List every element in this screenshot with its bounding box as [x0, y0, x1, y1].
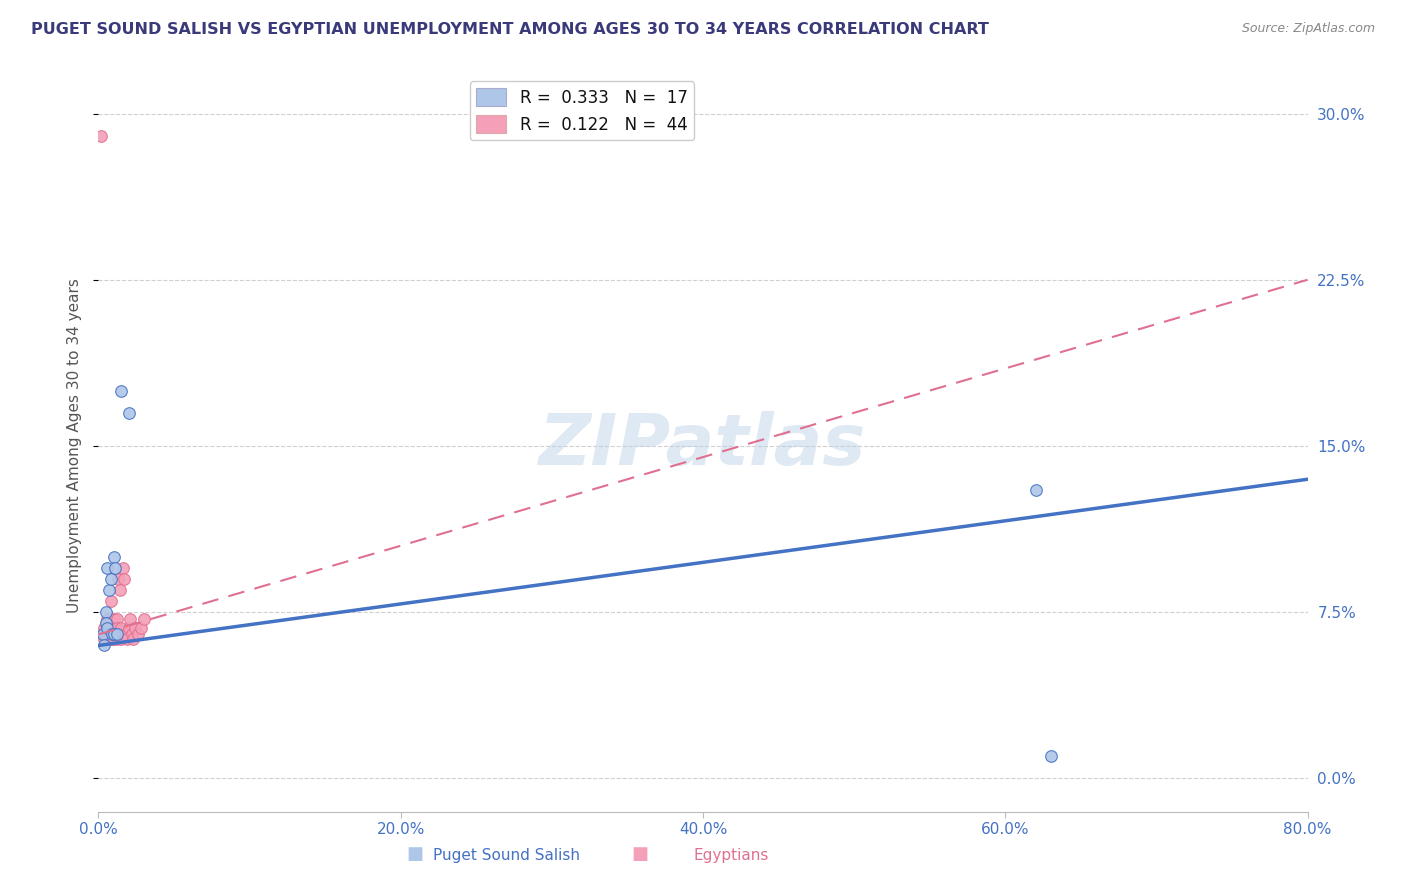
Text: PUGET SOUND SALISH VS EGYPTIAN UNEMPLOYMENT AMONG AGES 30 TO 34 YEARS CORRELATIO: PUGET SOUND SALISH VS EGYPTIAN UNEMPLOYM… [31, 22, 988, 37]
Point [120, 612, 142, 626]
Point [90, 128, 112, 143]
Point [96, 561, 118, 575]
Text: ■: ■ [406, 846, 423, 863]
Point [105, 632, 128, 646]
Point [105, 612, 128, 626]
Point [94, 616, 117, 631]
Text: Puget Sound Salish: Puget Sound Salish [433, 848, 579, 863]
Point [122, 632, 145, 646]
Point [111, 561, 134, 575]
Point [100, 572, 122, 586]
Point [132, 612, 155, 626]
Point [105, 621, 128, 635]
Point [104, 621, 127, 635]
Point [100, 612, 122, 626]
Point [91, 627, 114, 641]
Legend: R =  0.333   N =  17, R =  0.122   N =  44: R = 0.333 N = 17, R = 0.122 N = 44 [470, 81, 695, 140]
Point [108, 583, 131, 598]
Point [107, 627, 129, 641]
Point [98, 632, 121, 646]
Point [103, 612, 125, 626]
Point [114, 627, 136, 641]
Point [1039, 749, 1062, 764]
Point [101, 621, 124, 635]
Point [100, 621, 122, 635]
Point [101, 632, 124, 646]
Point [118, 621, 141, 635]
Point [110, 632, 132, 646]
Point [112, 572, 135, 586]
Point [115, 632, 138, 646]
Point [129, 621, 152, 635]
Point [103, 621, 125, 635]
Point [124, 621, 146, 635]
Point [96, 621, 118, 635]
Point [96, 632, 118, 646]
Point [110, 384, 132, 398]
Point [101, 627, 124, 641]
Point [93, 621, 115, 635]
Point [103, 627, 125, 641]
Point [98, 616, 121, 631]
Text: ZIPatlas: ZIPatlas [540, 411, 866, 481]
Point [103, 632, 125, 646]
Point [94, 627, 117, 641]
Point [104, 627, 127, 641]
Point [101, 627, 124, 641]
Text: Egyptians: Egyptians [693, 848, 769, 863]
Point [100, 594, 122, 608]
Point [96, 612, 118, 626]
Point [103, 549, 125, 564]
Point [98, 621, 121, 635]
Point [107, 572, 129, 586]
Point [98, 583, 121, 598]
Point [121, 627, 143, 641]
Point [127, 627, 149, 641]
Point [98, 627, 121, 641]
Text: ■: ■ [631, 846, 648, 863]
Y-axis label: Unemployment Among Ages 30 to 34 years: Unemployment Among Ages 30 to 34 years [67, 278, 83, 614]
Point [94, 605, 117, 619]
Point [91, 627, 114, 641]
Point [94, 616, 117, 631]
Point [93, 639, 115, 653]
Point [1024, 483, 1046, 498]
Point [118, 406, 141, 420]
Point [104, 561, 127, 575]
Point [93, 632, 115, 646]
Point [96, 621, 118, 635]
Text: Source: ZipAtlas.com: Source: ZipAtlas.com [1241, 22, 1375, 36]
Point [105, 627, 128, 641]
Point [110, 621, 132, 635]
